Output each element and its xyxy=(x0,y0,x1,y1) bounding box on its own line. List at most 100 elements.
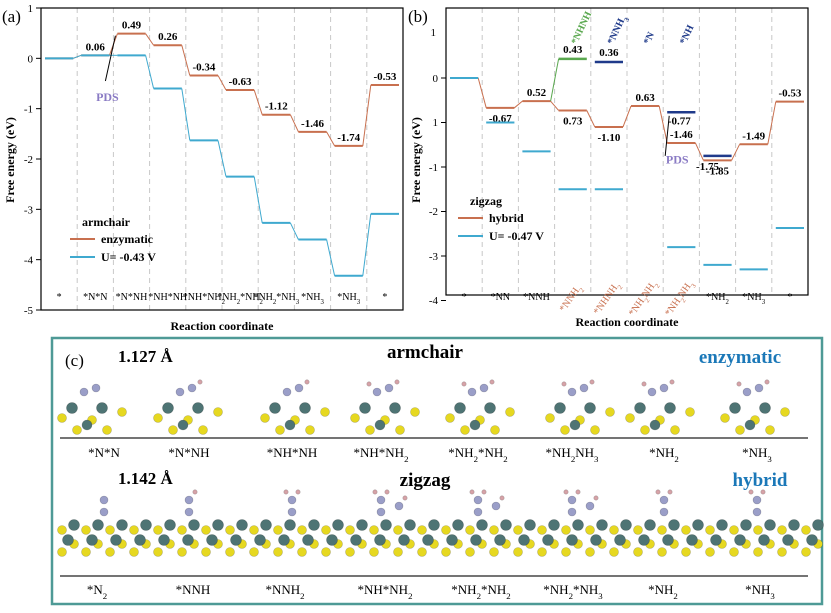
atom xyxy=(649,419,661,431)
atom xyxy=(548,519,560,531)
category-label: *NH2NH2 xyxy=(627,278,662,320)
atom xyxy=(720,413,730,423)
atom xyxy=(206,534,218,546)
panel-label: (a) xyxy=(2,7,21,26)
atom xyxy=(780,407,790,417)
species-label: *NH2 xyxy=(649,445,679,464)
atom xyxy=(736,381,742,387)
atom xyxy=(729,525,739,535)
atom xyxy=(260,519,272,531)
atom xyxy=(365,425,375,435)
atom xyxy=(134,534,146,546)
connector xyxy=(362,84,372,146)
atom xyxy=(350,413,360,423)
species-label: *NH2NH3 xyxy=(546,445,599,464)
y-tick-label: -3 xyxy=(429,251,439,263)
category-label: *NHNH2 xyxy=(592,280,625,319)
atom xyxy=(633,547,643,557)
atom xyxy=(569,419,581,431)
atom xyxy=(92,519,104,531)
atom xyxy=(249,525,259,535)
atom xyxy=(283,489,289,495)
atom xyxy=(740,519,752,531)
category-label: * xyxy=(462,292,467,303)
atom xyxy=(812,519,824,531)
x-axis-label: Reaction coordinate xyxy=(171,319,275,333)
row-title: armchair xyxy=(387,342,464,363)
category-label: *N*N xyxy=(83,292,107,303)
species-label: *NH*NH2 xyxy=(358,582,413,601)
connector xyxy=(289,114,299,133)
row-type: hybrid xyxy=(733,470,788,491)
atom xyxy=(705,547,715,557)
atom xyxy=(129,525,139,535)
atom xyxy=(481,489,487,495)
panel-label: (b) xyxy=(408,7,428,26)
atom xyxy=(153,413,163,423)
legend-entry: U= -0.47 V xyxy=(489,229,544,243)
atom xyxy=(110,534,122,546)
atom xyxy=(72,425,82,435)
atom xyxy=(692,519,704,531)
atom xyxy=(393,547,403,557)
category-label: *NH2*NH2 xyxy=(217,292,263,306)
atom xyxy=(669,379,675,385)
category-label: * xyxy=(382,292,387,303)
atom xyxy=(278,534,290,546)
atom xyxy=(384,383,394,393)
atom xyxy=(86,534,98,546)
atom xyxy=(321,547,331,557)
atom xyxy=(105,547,115,557)
connector xyxy=(731,144,741,161)
atom xyxy=(513,547,523,557)
atom xyxy=(254,534,266,546)
atom xyxy=(187,383,197,393)
atom xyxy=(579,383,589,393)
data-label: 0.26 xyxy=(158,31,178,43)
connector xyxy=(181,45,191,76)
atom xyxy=(524,519,536,531)
data-label: 0.43 xyxy=(563,44,583,56)
atom xyxy=(294,383,304,393)
atom xyxy=(269,402,281,414)
atom xyxy=(500,519,512,531)
atom xyxy=(422,534,434,546)
category-label: *NH2 xyxy=(706,292,729,306)
species-label: *NH2*NH2 xyxy=(451,582,510,601)
atom xyxy=(659,495,669,505)
atom xyxy=(398,534,410,546)
category-label: *NH3 xyxy=(742,292,765,306)
species-label: *NNH2 xyxy=(265,582,304,601)
atom xyxy=(321,525,331,535)
atom xyxy=(273,525,283,535)
data-label: 0.52 xyxy=(527,87,547,99)
species-label: *N*NH xyxy=(168,445,209,460)
atom xyxy=(96,402,108,414)
y-tick-label: 1 xyxy=(28,3,34,15)
atom xyxy=(197,379,203,385)
atom xyxy=(177,419,189,431)
atom xyxy=(445,413,455,423)
atom xyxy=(782,534,794,546)
connector xyxy=(289,222,299,240)
atom xyxy=(753,547,763,557)
atom xyxy=(513,525,523,535)
data-label: 0.49 xyxy=(122,20,142,32)
data-label: -1.74 xyxy=(337,132,360,144)
atom xyxy=(295,489,301,495)
atom xyxy=(545,413,555,423)
category-label: *NH*NH2 xyxy=(183,292,226,306)
atom xyxy=(609,547,619,557)
connector xyxy=(658,105,668,144)
atom xyxy=(659,507,669,517)
atom xyxy=(198,425,208,435)
data-label: -1.46 xyxy=(301,118,324,130)
atom xyxy=(759,402,771,414)
data-label: -0.34 xyxy=(192,61,215,73)
y-tick-label: -4 xyxy=(24,255,34,267)
atom xyxy=(175,387,185,397)
atom xyxy=(116,519,128,531)
connector xyxy=(253,176,263,224)
bond-length: 1.127 Å xyxy=(118,347,174,366)
atom xyxy=(491,501,501,511)
